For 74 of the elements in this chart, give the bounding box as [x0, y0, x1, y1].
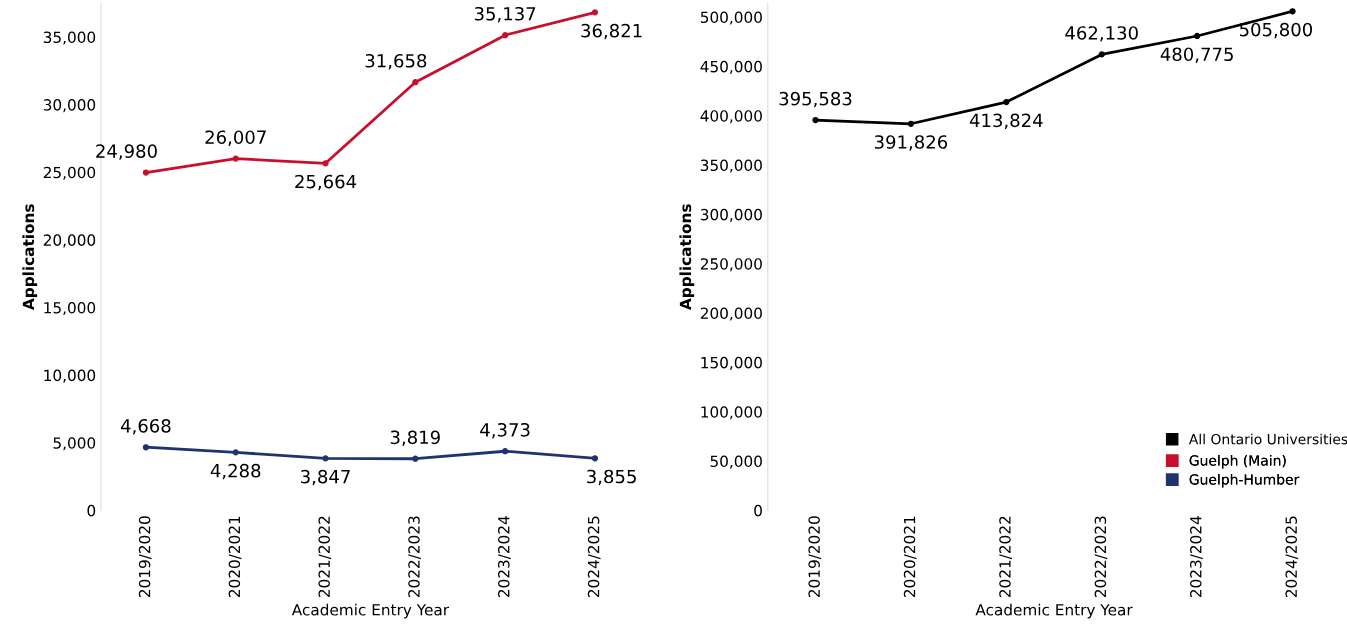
y-tick-label: 50,000	[710, 455, 762, 469]
data-label: 4,668	[120, 418, 171, 435]
y-tick-label: 500,000	[700, 11, 762, 25]
point	[232, 449, 239, 456]
point	[591, 455, 599, 462]
data-label: 395,583	[779, 91, 852, 108]
y-tick-label: 30,000	[43, 99, 96, 113]
x-tick-label: 2024/2025	[1285, 516, 1299, 598]
data-label: 31,658	[365, 53, 427, 70]
data-label: 3,855	[587, 469, 636, 486]
point	[501, 32, 509, 39]
x-tick-label: 2023/2024	[1190, 516, 1203, 598]
point	[142, 444, 150, 451]
data-label: 4,288	[210, 463, 261, 480]
x-tick-label: 2022/2023	[1094, 516, 1108, 598]
y-tick-label: 20,000	[43, 234, 96, 248]
y-tick-label: 400,000	[700, 110, 762, 124]
x-axis-title: Academic Entry Year	[975, 603, 1133, 619]
y-axis-title: Applications	[22, 204, 38, 310]
y-tick-label: 0	[754, 504, 762, 517]
point	[591, 9, 599, 16]
data-label: 25,664	[295, 174, 357, 191]
point	[812, 116, 819, 124]
data-label: 480,775	[1160, 47, 1233, 63]
legend-label: Guelph-Humber	[1189, 473, 1300, 488]
x-tick-label: 2021/2022	[318, 516, 332, 598]
data-label: 391,826	[874, 135, 948, 151]
point	[1003, 98, 1010, 106]
data-label: 3,819	[390, 430, 440, 446]
y-tick-label: 450,000	[700, 60, 762, 74]
x-tick-label: 2020/2021	[903, 516, 917, 598]
x-tick-label: 2020/2021	[228, 516, 242, 598]
y-tick-label: 150,000	[701, 356, 762, 370]
data-label: 35,137	[474, 6, 536, 23]
y-tick-label: 35,000	[43, 31, 96, 45]
y-tick-label: 200,000	[700, 307, 762, 321]
x-tick-label: 2022/2023	[408, 516, 421, 598]
point	[1098, 51, 1105, 58]
data-label: 505,800	[1239, 22, 1313, 39]
point	[501, 448, 509, 455]
y-tick-label: 25,000	[43, 166, 96, 180]
data-label: 413,824	[969, 113, 1043, 129]
y-tick-label: 350,000	[700, 159, 762, 173]
data-label: 26,007	[205, 130, 266, 146]
x-tick-label: 2024/2025	[587, 516, 601, 598]
legend-label: All Ontario Universities	[1188, 433, 1347, 445]
point	[232, 155, 239, 162]
x-tick-label: 2023/2024	[498, 516, 511, 598]
y-tick-label: 0	[87, 504, 96, 517]
data-label: 24,980	[96, 144, 157, 160]
x-axis-title: Academic Entry Year	[291, 603, 450, 619]
point	[1289, 8, 1296, 15]
y-tick-label: 300,000	[700, 208, 762, 222]
data-label: 4,373	[480, 422, 530, 439]
y-tick-label: 15,000	[44, 301, 96, 316]
point	[322, 455, 329, 462]
x-tick-label: 2021/2022	[999, 516, 1012, 598]
point	[907, 120, 915, 127]
x-tick-label: 2019/2020	[138, 516, 152, 598]
data-label: 36,821	[581, 23, 642, 40]
y-tick-label: 5,000	[53, 437, 96, 451]
point	[412, 455, 419, 462]
point	[1194, 32, 1201, 40]
point	[412, 79, 419, 86]
legend-label: Guelph (Main)	[1189, 454, 1286, 469]
data-label: 3,847	[301, 469, 350, 486]
y-tick-label: 250,000	[700, 258, 762, 272]
point	[142, 169, 150, 176]
y-tick-label: 10,000	[44, 369, 96, 383]
point	[322, 160, 329, 167]
y-tick-label: 100,000	[701, 406, 762, 420]
y-axis-title: Applications	[679, 204, 695, 310]
x-tick-label: 2019/2020	[808, 516, 822, 598]
data-label: 462,130	[1065, 26, 1138, 42]
